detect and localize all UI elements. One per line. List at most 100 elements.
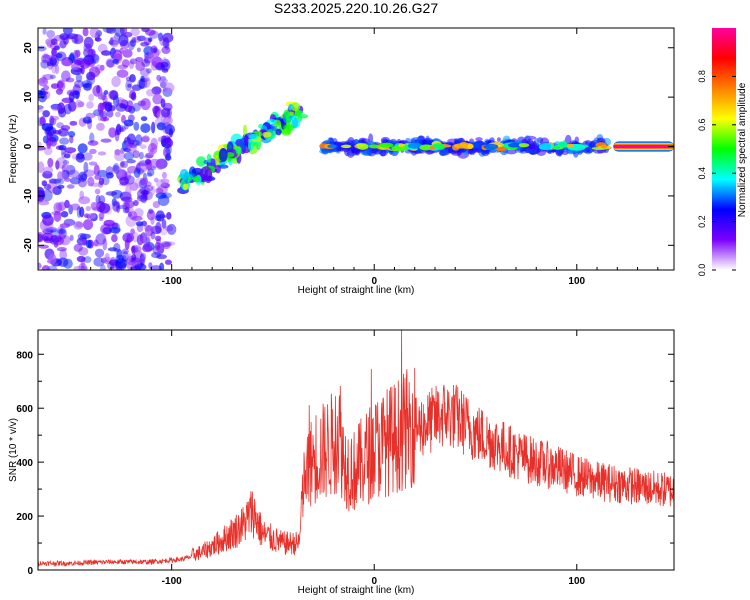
heatmap-cell bbox=[161, 46, 171, 54]
heatmap-cell bbox=[63, 103, 72, 115]
snr-chart: -100 0 100 0 200 400 600 800 Height of straight… bbox=[8, 329, 675, 596]
heatmap-cell bbox=[41, 74, 46, 84]
heatmap-cell bbox=[142, 244, 153, 253]
heatmap-cell bbox=[142, 177, 148, 184]
heatmap-cell bbox=[94, 174, 102, 180]
heatmap-cell bbox=[97, 110, 103, 122]
heatmap-cell bbox=[49, 178, 62, 184]
heatmap-cell bbox=[112, 58, 119, 64]
heatmap-cell bbox=[83, 82, 92, 91]
heatmap-cell bbox=[122, 232, 135, 243]
heatmap-cell bbox=[39, 116, 46, 127]
heatmap-cell bbox=[129, 58, 138, 65]
heatmap-cell bbox=[61, 59, 73, 67]
heatmap-cell bbox=[41, 123, 54, 132]
heatmap-cell bbox=[150, 45, 158, 54]
heatmap-cell bbox=[141, 28, 150, 33]
colorbar-ticks: 0.0 0.2 0.4 0.6 0.8 bbox=[697, 70, 736, 276]
spectrogram-frame bbox=[37, 27, 675, 271]
x-tick-label: -100 bbox=[162, 276, 182, 287]
heatmap-cell bbox=[75, 73, 83, 83]
heatmap-cell bbox=[98, 177, 105, 186]
heatmap-cell bbox=[127, 253, 132, 262]
heatmap-cell bbox=[112, 165, 122, 174]
heatmap-cell bbox=[73, 265, 86, 270]
x-tick-label: -100 bbox=[162, 576, 182, 587]
heatmap-cell bbox=[398, 143, 405, 147]
heatmap-cell bbox=[96, 122, 105, 131]
heatmap-cell bbox=[48, 253, 57, 265]
snr-frame bbox=[37, 329, 675, 571]
heatmap-cell bbox=[115, 258, 128, 269]
heatmap-cell bbox=[49, 56, 57, 66]
heatmap-cell bbox=[63, 177, 71, 182]
heatmap-cell bbox=[79, 206, 85, 218]
heatmap-cell bbox=[97, 169, 108, 178]
heatmap-cell bbox=[38, 161, 45, 174]
y-tick-label: 200 bbox=[16, 512, 33, 523]
snr-ticks: -100 0 100 0 200 400 600 800 bbox=[16, 330, 674, 587]
heatmap-cell bbox=[152, 93, 163, 105]
heatmap-cell bbox=[80, 233, 91, 239]
heatmap-cell bbox=[107, 247, 118, 252]
heatmap-cell bbox=[103, 219, 115, 227]
heatmap-cell bbox=[130, 92, 137, 101]
heatmap-cell bbox=[100, 116, 110, 122]
heatmap-cell bbox=[266, 119, 278, 124]
heatmap-cell bbox=[146, 209, 156, 221]
heatmap-cell bbox=[111, 234, 118, 243]
heatmap-cell bbox=[131, 84, 142, 91]
heatmap-cell bbox=[50, 38, 58, 45]
heatmap-cell bbox=[151, 121, 156, 134]
heatmap-cell bbox=[150, 137, 158, 150]
heatmap-cell bbox=[61, 70, 71, 82]
heatmap-cell bbox=[51, 47, 58, 57]
y-tick-label: 10 bbox=[23, 91, 34, 103]
y-tick-label: 400 bbox=[16, 458, 33, 469]
heatmap-cell bbox=[129, 182, 139, 191]
y-tick-label: 600 bbox=[16, 404, 33, 415]
heatmap-cell bbox=[145, 225, 154, 237]
heatmap-cell bbox=[93, 239, 99, 247]
heatmap-cell bbox=[43, 225, 54, 231]
heatmap-cell bbox=[139, 144, 147, 150]
heatmap-cell bbox=[43, 73, 54, 80]
heatmap-cell bbox=[50, 115, 60, 121]
heatmap-cell bbox=[56, 247, 67, 252]
spectrogram-ylabel: Frequency (Hz) bbox=[8, 115, 19, 184]
y-tick-label: 0 bbox=[27, 566, 33, 577]
heatmap-cell bbox=[64, 147, 77, 154]
heatmap-cell bbox=[566, 143, 574, 148]
heatmap-cell bbox=[151, 251, 161, 259]
heatmap-cell bbox=[60, 125, 71, 131]
heatmap-cell bbox=[600, 144, 608, 149]
heatmap-cell bbox=[570, 143, 586, 151]
heatmap-cell bbox=[43, 183, 52, 191]
heatmap-cell bbox=[55, 160, 60, 170]
heatmap-cell bbox=[53, 178, 65, 185]
heatmap-cell bbox=[135, 221, 144, 227]
y-tick-label: 0 bbox=[23, 143, 34, 149]
heatmap-cell bbox=[73, 220, 84, 230]
heatmap-cell bbox=[125, 79, 133, 92]
heatmap-cell bbox=[88, 161, 98, 166]
heatmap-cell bbox=[102, 227, 112, 235]
heatmap-cell bbox=[59, 33, 69, 41]
heatmap-cell bbox=[138, 151, 144, 160]
heatmap-cell bbox=[83, 161, 89, 174]
heatmap-cell bbox=[90, 202, 98, 211]
heatmap-cell bbox=[131, 215, 143, 222]
heatmap-cell bbox=[218, 164, 229, 169]
heatmap-cell bbox=[151, 86, 162, 95]
heatmap-cell bbox=[85, 239, 92, 249]
heatmap-cell bbox=[92, 85, 103, 97]
x-tick-label: 0 bbox=[371, 576, 377, 587]
heatmap-cell bbox=[155, 187, 164, 194]
heatmap-cell bbox=[62, 160, 70, 165]
heatmap-cell bbox=[78, 247, 89, 256]
spectrogram-xlabel: Height of straight line (km) bbox=[298, 285, 415, 296]
heatmap-cell bbox=[466, 143, 474, 150]
heatmap-cell bbox=[129, 74, 136, 83]
heatmap-cell bbox=[50, 103, 62, 110]
heatmap-cell bbox=[99, 264, 106, 270]
